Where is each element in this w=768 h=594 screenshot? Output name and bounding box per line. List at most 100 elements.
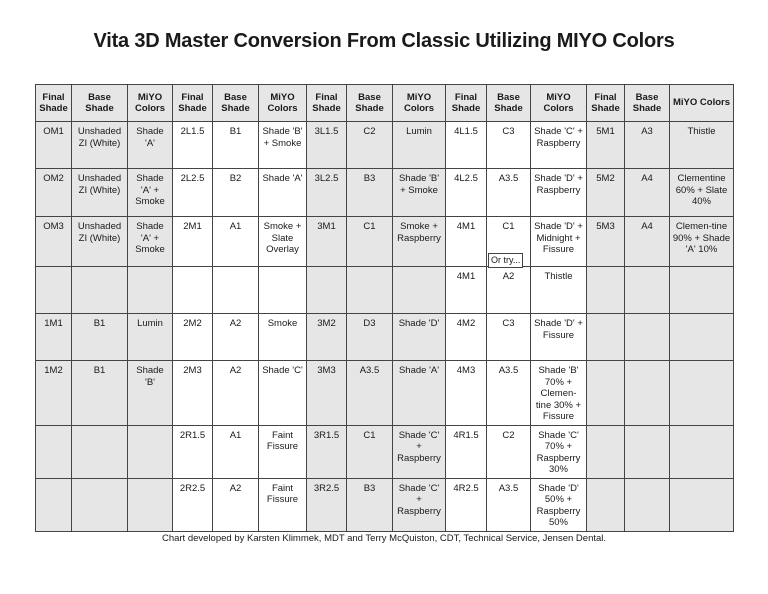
table-cell bbox=[212, 266, 259, 314]
table-cell: A3.5 bbox=[486, 477, 531, 532]
column-header: MiYO Colors bbox=[392, 84, 446, 122]
table-cell: C2 bbox=[486, 424, 531, 479]
table-cell: Shade 'D' + Fissure bbox=[530, 313, 587, 361]
table-cell bbox=[586, 424, 625, 479]
table-cell: Shade 'C' + Raspberry bbox=[392, 424, 446, 479]
table-cell bbox=[71, 424, 128, 479]
column-header: MiYO Colors bbox=[258, 84, 307, 122]
table-cell: 2M1 bbox=[172, 216, 213, 267]
table-cell: 3M1 bbox=[306, 216, 347, 267]
column-header: Base Shade bbox=[71, 84, 128, 122]
table-cell: A3 bbox=[624, 121, 670, 169]
table-row: OM1 Unshaded ZI (White) Shade 'A' 2L1.5 B1 Sh… bbox=[35, 121, 734, 169]
table-cell bbox=[172, 266, 213, 314]
table-cell: 3L2.5 bbox=[306, 168, 347, 217]
table-cell: 4M1 bbox=[445, 266, 487, 314]
table-row: 2R1.5 A1 Faint Fissure 3R1.5 C1 Shade 'C' + R… bbox=[35, 424, 734, 479]
table-cell: C2 bbox=[346, 121, 393, 169]
table-cell: Unshaded ZI (White) bbox=[71, 168, 128, 217]
table-cell: Shade 'A' + Smoke bbox=[127, 168, 173, 217]
table-cell: A2 bbox=[212, 360, 259, 426]
table-cell: OM1 bbox=[35, 121, 72, 169]
table-cell: 4M2 bbox=[445, 313, 487, 361]
table-cell: 3L1.5 bbox=[306, 121, 347, 169]
header-row: Final Shade Base Shade MiYO Colors Final… bbox=[35, 84, 734, 122]
table-cell: A4 bbox=[624, 216, 670, 267]
table-cell bbox=[669, 424, 734, 479]
column-header: Final Shade bbox=[586, 84, 625, 122]
table-cell: C3 bbox=[486, 313, 531, 361]
table-cell: Shade 'B' bbox=[127, 360, 173, 426]
table-cell: B1 bbox=[71, 360, 128, 426]
column-header: MiYO Colors bbox=[530, 84, 587, 122]
table-cell: A2 bbox=[212, 477, 259, 532]
table-cell: Shade 'A' bbox=[127, 121, 173, 169]
table-cell: B3 bbox=[346, 477, 393, 532]
table-cell: A3.5 bbox=[486, 168, 531, 217]
table-cell: A3.5 bbox=[486, 360, 531, 426]
table-cell: 2L1.5 bbox=[172, 121, 213, 169]
table-cell: B1 bbox=[212, 121, 259, 169]
table-cell bbox=[624, 424, 670, 479]
table-cell: 3R2.5 bbox=[306, 477, 347, 532]
table-cell bbox=[624, 266, 670, 314]
table-cell bbox=[669, 360, 734, 426]
table-cell bbox=[127, 477, 173, 532]
table-cell: A1 bbox=[212, 424, 259, 479]
table-cell: Shade 'B' + Smoke bbox=[392, 168, 446, 217]
table-cell: Shade 'C' + Raspberry bbox=[530, 121, 587, 169]
column-header: Base Shade bbox=[624, 84, 670, 122]
table-cell bbox=[258, 266, 307, 314]
table-cell: 4R1.5 bbox=[445, 424, 487, 479]
table-cell bbox=[35, 477, 72, 532]
column-header: MiYO Colors bbox=[127, 84, 173, 122]
table-cell: Faint Fissure bbox=[258, 477, 307, 532]
table-cell: B3 bbox=[346, 168, 393, 217]
table-cell: 2L2.5 bbox=[172, 168, 213, 217]
or-try-label: Or try... bbox=[488, 253, 524, 268]
column-header: Final Shade bbox=[445, 84, 487, 122]
table-cell: B1 bbox=[71, 313, 128, 361]
table-cell: Shade 'C' bbox=[258, 360, 307, 426]
table-cell: 1M2 bbox=[35, 360, 72, 426]
column-header: Base Shade bbox=[346, 84, 393, 122]
table-cell: Shade 'A' bbox=[392, 360, 446, 426]
table-cell bbox=[306, 266, 347, 314]
table-cell: 5M3 bbox=[586, 216, 625, 267]
table-cell: Shade 'D' bbox=[392, 313, 446, 361]
table-cell bbox=[127, 266, 173, 314]
table-cell bbox=[669, 477, 734, 532]
table-cell: A2 bbox=[486, 266, 531, 314]
table-cell: Shade 'D' 50% + Raspberry 50% bbox=[530, 477, 587, 532]
table-cell: 4R2.5 bbox=[445, 477, 487, 532]
table-row: 1M1 B1 Lumin 2M2 A2 Smoke 3M2 D3 Shade 'D' 4M2 C3 S… bbox=[35, 313, 734, 361]
table-cell: A4 bbox=[624, 168, 670, 217]
table-cell: 4M1 bbox=[445, 216, 487, 267]
table-cell: 4L2.5 bbox=[445, 168, 487, 217]
table-cell bbox=[71, 266, 128, 314]
table-cell: 5M1 bbox=[586, 121, 625, 169]
column-header: Final Shade bbox=[172, 84, 213, 122]
table-cell: Shade 'D' + Raspberry bbox=[530, 168, 587, 217]
table-cell: 3M3 bbox=[306, 360, 347, 426]
table-row: 1M2 B1 Shade 'B' 2M3 A2 Shade 'C' 3M3 A3.5 Shade… bbox=[35, 360, 734, 426]
table-cell: 2R2.5 bbox=[172, 477, 213, 532]
table-cell: Shade 'B' 70% + Clemen-tine 30% + Fissur… bbox=[530, 360, 587, 426]
table-cell: 3R1.5 bbox=[306, 424, 347, 479]
table-cell: 2M2 bbox=[172, 313, 213, 361]
table-cell: Lumin bbox=[392, 121, 446, 169]
table-cell: Faint Fissure bbox=[258, 424, 307, 479]
table-row: 2R2.5 A2 Faint Fissure 3R2.5 B3 Shade 'C' + R… bbox=[35, 477, 734, 532]
table-cell: Smoke + Slate Overlay bbox=[258, 216, 307, 267]
table-cell: Clemen-tine 90% + Shade 'A' 10% bbox=[669, 216, 734, 267]
table-cell: Shade 'C' + Raspberry bbox=[392, 477, 446, 532]
table-cell: OM2 bbox=[35, 168, 72, 217]
table-cell bbox=[669, 313, 734, 361]
table-cell: 3M2 bbox=[306, 313, 347, 361]
table-cell bbox=[35, 424, 72, 479]
column-header: MiYO Colors bbox=[669, 84, 734, 122]
page-title: Vita 3D Master Conversion From Classic U… bbox=[93, 30, 675, 52]
table-cell: C3 bbox=[486, 121, 531, 169]
table-cell bbox=[624, 313, 670, 361]
table-cell bbox=[35, 266, 72, 314]
